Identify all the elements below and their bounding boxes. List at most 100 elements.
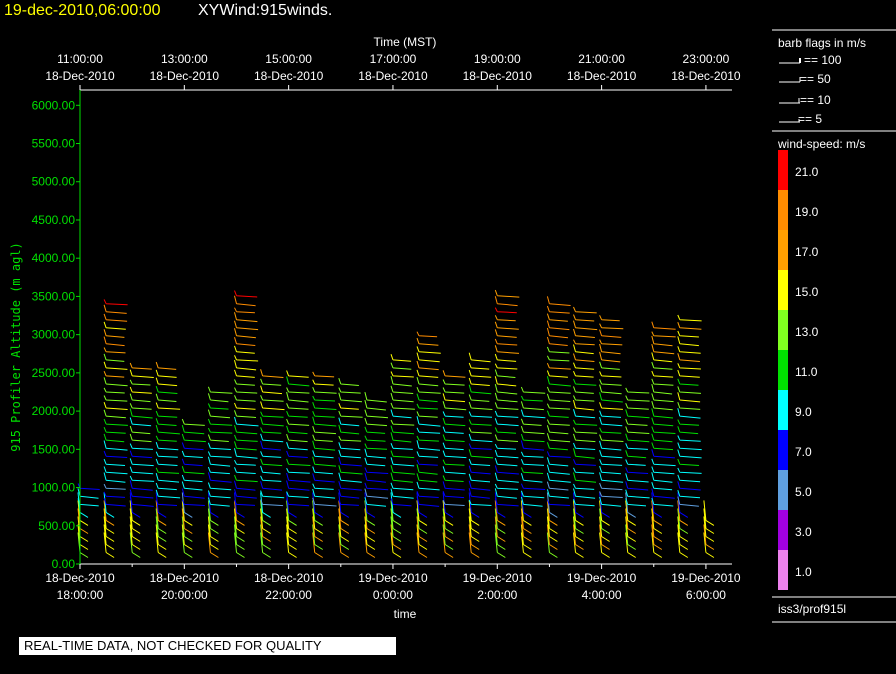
wind-barb [599, 323, 624, 330]
wind-barb [390, 432, 412, 443]
y-tick-label: 0.00 [52, 557, 76, 571]
wind-barb [468, 524, 480, 550]
wind-barb [103, 304, 127, 314]
wind-barb [520, 409, 546, 419]
chart-subtitle: XYWind:915winds. [198, 2, 333, 19]
wind-barb [129, 480, 153, 491]
wind-barb [703, 516, 715, 542]
wind-barb [312, 371, 335, 378]
wind-barb [520, 440, 545, 451]
wind-barb [599, 329, 622, 338]
wind-barb [260, 508, 271, 534]
wind-barb [181, 516, 193, 542]
wind-barb [442, 466, 466, 475]
y-tick-label: 3000.00 [32, 328, 76, 342]
wind-barb [260, 369, 284, 378]
wind-barb [494, 443, 517, 450]
wind-barb [234, 416, 259, 427]
wind-barb [364, 482, 389, 491]
wind-barb [312, 532, 323, 558]
wind-barb [573, 427, 598, 434]
wind-barb [155, 402, 181, 410]
wind-barb [286, 508, 297, 534]
wind-barb [207, 532, 219, 558]
wind-barb [625, 500, 636, 526]
top-tick-label-date: 18-Dec-2010 [671, 69, 741, 83]
wind-barb [260, 433, 284, 443]
speed-bin-label: 13.0 [795, 325, 819, 339]
wind-barb [677, 508, 689, 534]
wind-barb [207, 434, 229, 442]
wind-barb [677, 369, 700, 378]
wind-barb [599, 496, 622, 507]
wind-barb [155, 499, 178, 506]
wind-barb [625, 467, 649, 474]
wind-profile [155, 361, 181, 558]
wind-barb [103, 466, 128, 475]
wind-barb [155, 393, 177, 402]
wind-barb [312, 508, 323, 534]
wind-barb [390, 385, 414, 394]
wind-barb [573, 395, 595, 402]
wind-barb [468, 465, 491, 475]
wind-barb [155, 489, 181, 499]
wind-barb [234, 387, 258, 394]
wind-barb [364, 399, 386, 411]
wind-profile [651, 321, 676, 558]
wind-barb [286, 498, 310, 507]
speed-color-swatch [778, 270, 788, 310]
wind-barb [573, 442, 596, 450]
wind-barb [546, 305, 570, 314]
wind-barb [338, 417, 360, 427]
top-tick-label-date: 18-Dec-2010 [567, 69, 637, 83]
wind-barb [103, 409, 126, 419]
wind-barb [468, 458, 491, 466]
wind-barb [103, 500, 115, 526]
wind-barb [103, 336, 125, 347]
wind-barb [625, 443, 648, 450]
wind-barb [599, 516, 610, 542]
wind-barb [416, 440, 441, 451]
y-tick-label: 6000.00 [32, 98, 76, 112]
wind-profile [520, 386, 546, 558]
wind-barb [494, 465, 519, 475]
wind-barb [599, 459, 623, 466]
wind-barb [338, 442, 361, 451]
y-tick-label: 2500.00 [32, 366, 76, 380]
wind-barb [234, 320, 259, 331]
wind-barb [312, 440, 336, 451]
wind-barb [651, 532, 663, 558]
wind-barb [181, 418, 205, 426]
wind-barb [520, 473, 543, 483]
wind-barb [312, 426, 337, 435]
wind-profile [677, 314, 702, 558]
top-tick-label-time: 21:00:00 [578, 52, 625, 66]
wind-barb [442, 434, 465, 442]
wind-barb [520, 433, 545, 443]
wind-barb [651, 508, 663, 534]
wind-barb [129, 433, 152, 443]
wind-barb [129, 508, 141, 534]
wind-barb [546, 370, 568, 378]
wind-barb [651, 442, 674, 451]
wind-barb [520, 459, 545, 466]
wind-barb [651, 497, 674, 507]
wind-barb [312, 416, 337, 427]
wind-barb [155, 361, 177, 370]
wind-barb [651, 321, 676, 330]
barb-legend-100: == 100 [778, 53, 841, 67]
wind-barb [260, 500, 271, 526]
wind-barb [103, 395, 128, 402]
wind-barb [442, 532, 454, 558]
wind-barb [364, 488, 389, 499]
wind-barb [677, 330, 699, 338]
wind-barb [181, 450, 203, 458]
wind-barbs [77, 289, 715, 558]
x-tick-label-time: 18:00:00 [57, 588, 104, 602]
wind-barb [599, 427, 622, 434]
wind-barb [390, 425, 415, 435]
wind-barb [573, 499, 595, 507]
wind-barb [416, 451, 439, 458]
wind-barb [494, 369, 516, 378]
wind-barb [103, 321, 126, 330]
